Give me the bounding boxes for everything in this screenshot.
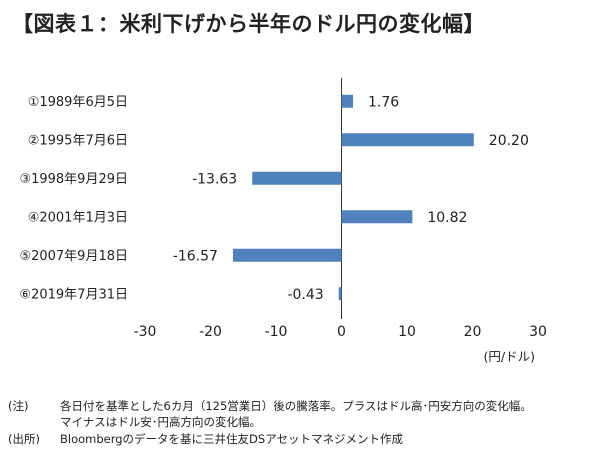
- x-tick-label-4: 0: [337, 324, 346, 340]
- category-label-3: ③1998年9月29日: [19, 172, 128, 187]
- data-label-4: 10.82: [427, 210, 467, 226]
- bar-1: [341, 94, 354, 108]
- category-label-5: ⑤2007年9月18日: [19, 249, 128, 264]
- x-tick-label-7: 30: [529, 324, 547, 340]
- bar-6: [338, 287, 342, 301]
- source-text: Bloombergのデータを基に三井住友DSアセットマネジメント作成: [60, 432, 403, 446]
- source-row: (出所) Bloombergのデータを基に三井住友DSアセットマネジメント作成: [8, 431, 403, 447]
- data-label-3: -13.63: [192, 171, 237, 187]
- source-label: (出所): [8, 432, 40, 446]
- bar-4: [341, 210, 413, 224]
- x-tick-label-2: -20: [199, 324, 222, 340]
- data-label-6: -0.43: [287, 287, 323, 303]
- category-label-4: ④2001年1月3日: [28, 210, 128, 225]
- bar-3: [252, 171, 342, 185]
- x-tick-label-5: 10: [398, 324, 416, 340]
- category-label-1: ①1989年6月5日: [28, 95, 128, 110]
- category-label-6: ⑥2019年7月31日: [19, 287, 128, 302]
- data-label-5: -16.57: [173, 248, 218, 264]
- bar-2: [341, 133, 474, 147]
- data-label-2: 20.20: [489, 133, 529, 149]
- chart-title: 【図表１：米利下げから半年のドル円の変化幅】: [12, 12, 485, 36]
- note-row-1: (注) 各日付を基準とした6カ月（125営業日）後の騰落率。プラスはドル高･円安方…: [8, 398, 532, 414]
- note-text-2: マイナスはドル安･円高方向の変化幅。: [60, 415, 262, 429]
- note-text-1: 各日付を基準とした6カ月（125営業日）後の騰落率。プラスはドル高･円安方向の変…: [60, 399, 532, 413]
- unit-label: (円/ドル): [484, 349, 535, 364]
- note-label: (注): [8, 399, 29, 413]
- x-tick-label-1: -30: [134, 324, 157, 340]
- x-tick-label-3: -10: [265, 324, 288, 340]
- x-tick-label-6: 20: [464, 324, 482, 340]
- category-label-2: ②1995年7月6日: [28, 133, 128, 148]
- data-label-1: 1.76: [368, 94, 399, 110]
- bar-5: [232, 248, 342, 262]
- note-row-2: マイナスはドル安･円高方向の変化幅。: [8, 414, 261, 430]
